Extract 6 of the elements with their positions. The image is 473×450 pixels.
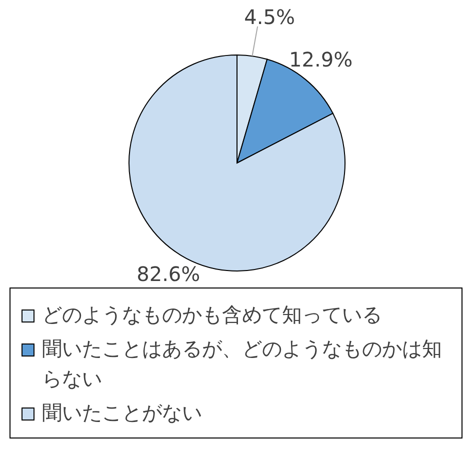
data-label: 12.9%	[289, 47, 353, 72]
legend-label: 聞いたことはあるが、どのようなものかは知らない	[42, 336, 442, 390]
legend-label: どのようなものかも含めて知っている	[42, 302, 382, 326]
legend-label: 聞いたことがない	[42, 400, 202, 424]
data-label: 4.5%	[244, 4, 295, 29]
data-label: 82.6%	[136, 262, 200, 286]
